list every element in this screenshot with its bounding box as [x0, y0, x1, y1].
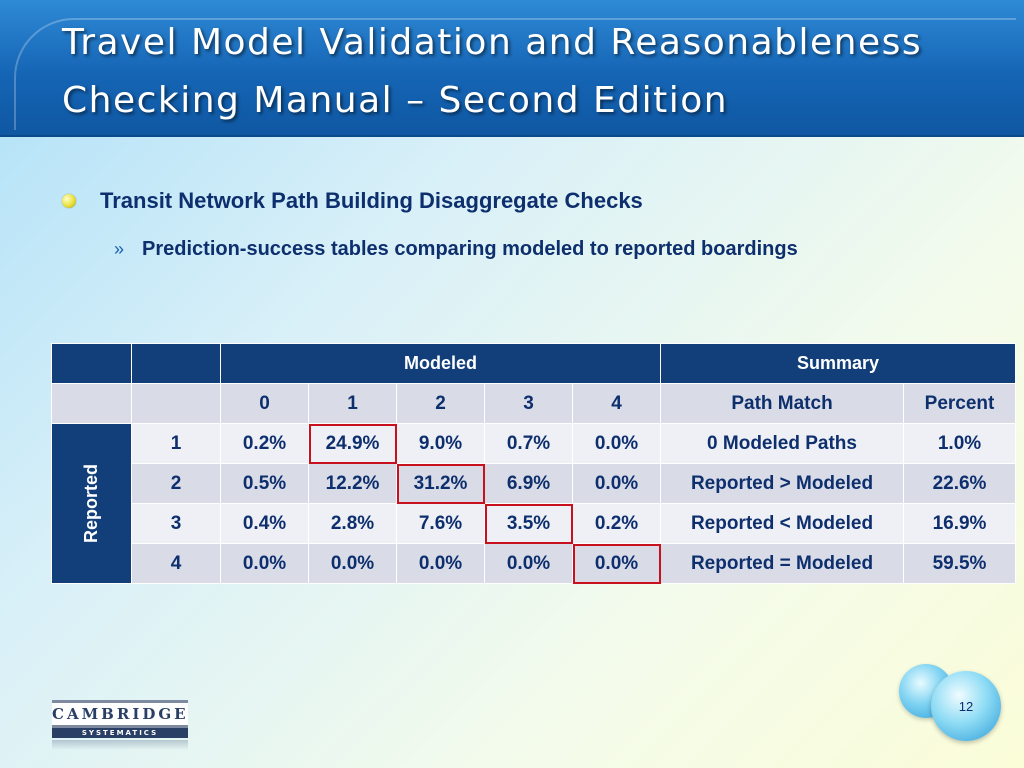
table-cell: 2.8% [308, 503, 398, 544]
summary-percent: 1.0% [903, 423, 1017, 464]
summary-label: Reported > Modeled [660, 463, 905, 504]
table-cell: 7.6% [396, 503, 486, 544]
table-cell: 0.0% [396, 543, 486, 584]
summary-percent: 16.9% [903, 503, 1017, 544]
table-cell: 0.0% [572, 463, 662, 504]
table-row: 4 0.0% 0.0% 0.0% 0.0% 0.0% Reported = Mo… [52, 543, 1017, 584]
header-summary: Summary [660, 343, 1017, 384]
table-cell: 0.7% [484, 423, 574, 464]
table-cell-highlighted: 31.2% [396, 463, 486, 504]
modeled-col-header: 3 [484, 383, 574, 424]
title-bar: Travel Model Validation and Reasonablene… [0, 0, 1024, 137]
table-cell-highlighted: 24.9% [308, 423, 398, 464]
reported-value: 4 [131, 543, 222, 584]
table-cell-highlighted: 0.0% [572, 543, 662, 584]
header-row: Modeled Summary [50, 343, 1017, 384]
reported-value: 2 [131, 463, 222, 504]
bullet-level-2: » Prediction-success tables comparing mo… [114, 238, 798, 261]
reported-axis-label: Reported [81, 463, 102, 543]
summary-label: 0 Modeled Paths [660, 423, 905, 464]
cambridge-systematics-logo: CAMBRIDGE SYSTEMATICS [52, 700, 188, 750]
reported-axis-cell: Reported [50, 423, 133, 584]
table-cell: 0.0% [484, 543, 574, 584]
modeled-col-header: 1 [308, 383, 398, 424]
table-cell: 0.2% [220, 423, 310, 464]
header-modeled: Modeled [220, 343, 662, 384]
summary-percent: 22.6% [903, 463, 1017, 504]
table-row: 3 0.4% 2.8% 7.6% 3.5% 0.2% Reported < Mo… [52, 503, 1017, 544]
title-line-1: Travel Model Validation and Reasonablene… [62, 22, 923, 63]
table-row: Reported 1 0.2% 24.9% 9.0% 0.7% 0.0% 0 M… [50, 423, 1017, 584]
table-cell: 0.0% [220, 543, 310, 584]
bullet-chevron-icon: » [114, 239, 125, 259]
table-cell-highlighted: 3.5% [484, 503, 574, 544]
modeled-col-header: 0 [220, 383, 310, 424]
summary-percent: 59.5% [903, 543, 1017, 584]
table-cell: 0.0% [308, 543, 398, 584]
table-cell: 0.5% [220, 463, 310, 504]
table-cell: 0.4% [220, 503, 310, 544]
bullet-1-text: Transit Network Path Building Disaggrega… [100, 188, 643, 213]
prediction-success-table: Modeled Summary 0 1 2 3 4 Path Match Per… [50, 343, 1017, 584]
subheader-row: 0 1 2 3 4 Path Match Percent [50, 383, 1017, 424]
table-cell: 6.9% [484, 463, 574, 504]
subheader-blank [131, 383, 222, 424]
bullet-level-1: Transit Network Path Building Disaggrega… [62, 188, 643, 214]
bullet-dot-icon [62, 194, 76, 208]
logo-reflection [52, 740, 188, 750]
reported-value: 1 [131, 423, 222, 464]
table-cell: 9.0% [396, 423, 486, 464]
table-cell: 0.0% [572, 423, 662, 464]
table-row: 2 0.5% 12.2% 31.2% 6.9% 0.0% Reported > … [52, 463, 1017, 504]
summary-col-header-path-match: Path Match [660, 383, 905, 424]
reported-value: 3 [131, 503, 222, 544]
title-line-2: Checking Manual – Second Edition [62, 80, 729, 121]
header-corner [50, 343, 133, 384]
slide-title: Travel Model Validation and Reasonablene… [62, 14, 1002, 130]
bullet-2-text: Prediction-success tables comparing mode… [142, 238, 798, 260]
table-cell: 0.2% [572, 503, 662, 544]
logo-wordmark: CAMBRIDGE [52, 700, 188, 728]
page-number-bubble: 12 [931, 671, 1001, 741]
subheader-blank [50, 383, 133, 424]
modeled-col-header: 2 [396, 383, 486, 424]
table-cell: 12.2% [308, 463, 398, 504]
summary-label: Reported < Modeled [660, 503, 905, 544]
summary-label: Reported = Modeled [660, 543, 905, 584]
summary-col-header-percent: Percent [903, 383, 1017, 424]
page-number: 12 [958, 698, 974, 714]
logo-subline: SYSTEMATICS [52, 728, 188, 738]
modeled-col-header: 4 [572, 383, 662, 424]
header-corner [131, 343, 222, 384]
